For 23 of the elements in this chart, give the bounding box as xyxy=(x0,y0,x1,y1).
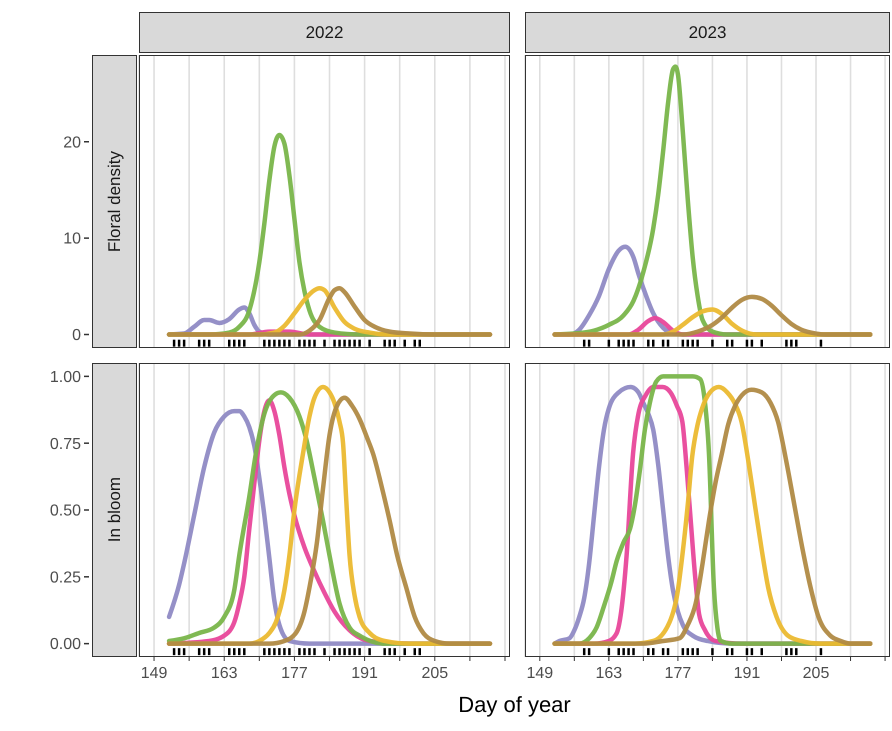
x-axis-title: Day of year xyxy=(458,692,571,717)
x-tick-label: 205 xyxy=(421,665,448,682)
y-tick-label: 0.50 xyxy=(50,502,82,520)
chart-title: 2022 xyxy=(306,22,344,42)
x-tick-label: 149 xyxy=(526,665,554,682)
chart-title: 2023 xyxy=(688,22,726,42)
y-tick-label: 20 xyxy=(63,134,82,152)
x-tick-label: 163 xyxy=(596,665,622,682)
x-tick-label: 205 xyxy=(802,665,830,682)
x-tick-label: 177 xyxy=(281,665,308,682)
y-tick-label: 0.75 xyxy=(50,436,82,453)
y-tick-label: 10 xyxy=(63,230,82,248)
y-tick-label: 0.25 xyxy=(50,569,82,586)
x-tick-label: 177 xyxy=(664,665,692,682)
y-axis-title: In bloom xyxy=(104,477,124,543)
y-tick-label: 1.00 xyxy=(50,368,82,386)
x-tick-label: 149 xyxy=(140,665,168,682)
x-tick-label: 191 xyxy=(351,665,378,682)
y-axis-title: Floral density xyxy=(104,150,124,252)
y-tick-label: 0.00 xyxy=(50,636,82,654)
x-tick-label: 163 xyxy=(210,665,238,682)
y-tick-label: 0 xyxy=(72,327,82,344)
x-tick-label: 191 xyxy=(734,665,760,682)
